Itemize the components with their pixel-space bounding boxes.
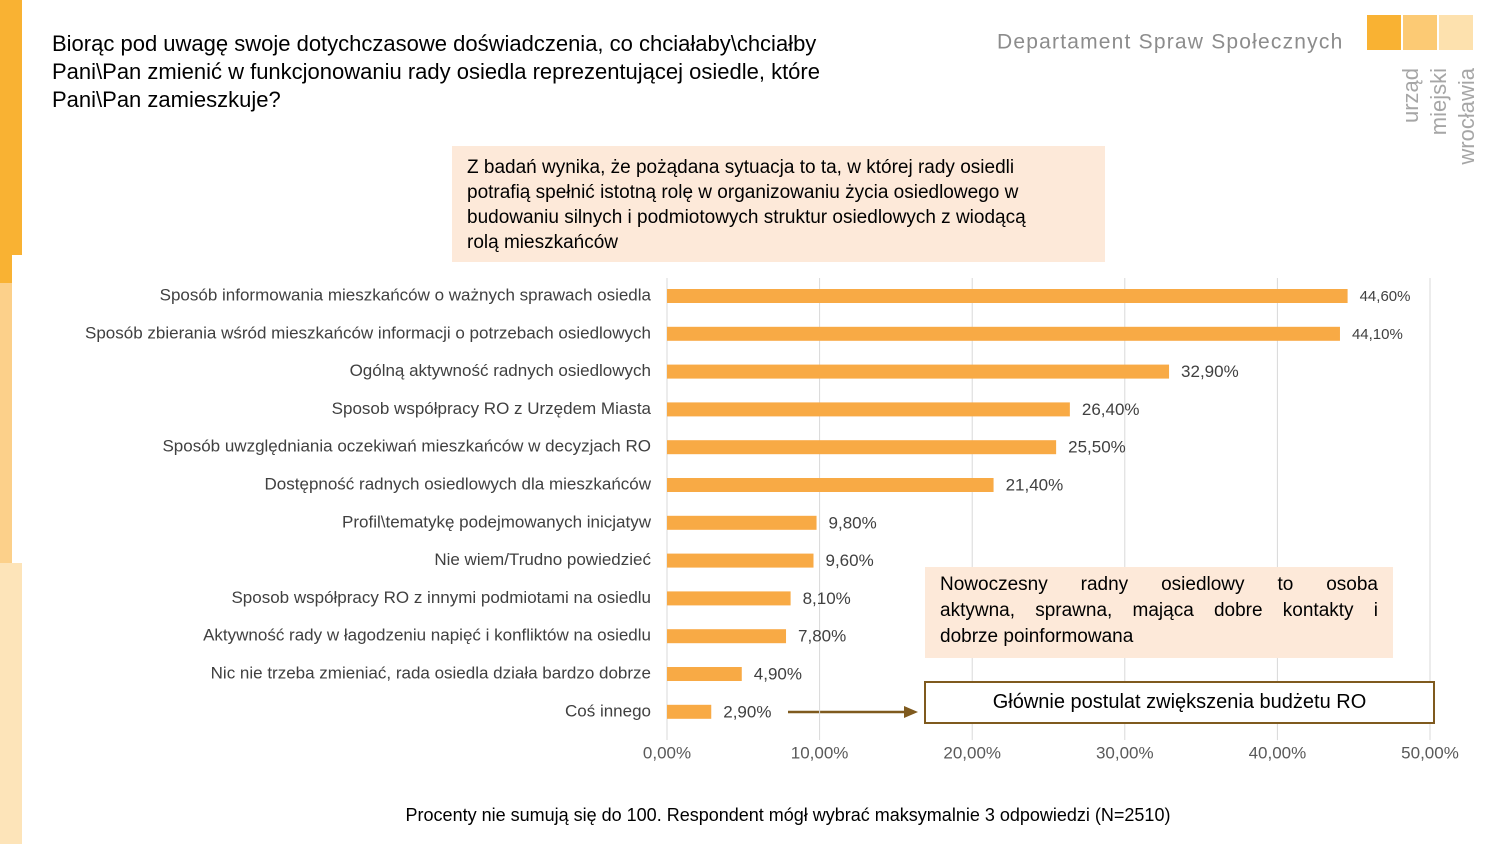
value-label: 26,40% bbox=[1082, 400, 1140, 419]
x-tick-label: 50,00% bbox=[1401, 743, 1459, 762]
y-tick-label: Sposób uwzględniania oczekiwań mieszkańc… bbox=[162, 437, 651, 456]
bar bbox=[667, 515, 817, 530]
bar bbox=[667, 326, 1340, 341]
logo-text: wrocławia bbox=[1454, 67, 1479, 165]
x-tick-label: 0,00% bbox=[643, 743, 691, 762]
x-tick-label: 10,00% bbox=[791, 743, 849, 762]
bar bbox=[667, 553, 814, 568]
department: Departament Spraw Społecznych bbox=[997, 31, 1343, 54]
y-tick-label: Coś innego bbox=[565, 701, 651, 720]
y-tick-label: Nic nie trzeba zmieniać, rada osiedla dz… bbox=[211, 663, 651, 682]
bar bbox=[667, 629, 787, 644]
bar bbox=[667, 591, 791, 606]
y-tick-label: Aktywność rady w łagodzeniu napięć i kon… bbox=[203, 626, 651, 645]
bar bbox=[667, 289, 1348, 303]
side-strip bbox=[0, 283, 12, 563]
y-tick-label: Sposob współpracy RO z Urzędem Miasta bbox=[332, 399, 652, 418]
value-label: 44,10% bbox=[1352, 326, 1403, 343]
x-tick-label: 40,00% bbox=[1249, 743, 1307, 762]
annotation: Głównie postulat zwiększenia budżetu RO bbox=[924, 681, 1435, 724]
value-label: 25,50% bbox=[1068, 438, 1126, 457]
x-tick-label: 30,00% bbox=[1096, 743, 1154, 762]
logo-square bbox=[1403, 15, 1437, 50]
logo-text: urząd bbox=[1398, 68, 1423, 123]
side-strip bbox=[0, 563, 22, 844]
value-label: 7,80% bbox=[798, 627, 846, 646]
text-line: Głównie postulat zwiększenia budżetu RO bbox=[992, 691, 1367, 713]
text-line: Z badań wynika, że pożądana sytuacja to … bbox=[467, 157, 1015, 178]
text-line: Pani\Pan zmienić w funkcjonowaniu rady o… bbox=[52, 59, 820, 84]
side-strip bbox=[0, 0, 22, 255]
text-line: Pani\Pan zamieszkuje? bbox=[52, 87, 281, 112]
logo-text: miejski bbox=[1426, 68, 1451, 135]
bar bbox=[667, 402, 1070, 417]
value-label: 9,60% bbox=[825, 551, 873, 570]
bar bbox=[667, 440, 1057, 455]
arrow-head bbox=[904, 706, 918, 718]
annotation: Nowoczesny radny osiedlowy to osoba aktyw… bbox=[925, 567, 1393, 658]
bar bbox=[667, 478, 994, 492]
logo-square bbox=[1367, 15, 1401, 50]
logo-square bbox=[1439, 15, 1473, 50]
side-strip bbox=[0, 255, 12, 283]
value-label: 44,60% bbox=[1360, 288, 1411, 305]
text-line: Nowoczesny radny osiedlowy to osoba bbox=[940, 574, 1378, 595]
x-tick-label: 20,00% bbox=[943, 743, 1001, 762]
y-tick-label: Nie wiem/Trudno powiedzieć bbox=[434, 550, 651, 569]
value-label: 8,10% bbox=[803, 589, 851, 608]
annotation: Z badań wynika, że pożądana sytuacja to … bbox=[452, 146, 1105, 262]
value-label: 21,40% bbox=[1006, 475, 1064, 494]
text-line: potrafią spełnić istotną rolę w organizo… bbox=[467, 182, 1019, 203]
text-line: budowaniu silnych i podmiotowych struktu… bbox=[467, 207, 1026, 228]
text-line: rolą mieszkańców bbox=[467, 232, 618, 253]
y-tick-label: Profil\tematykę podejmowanych inicjatyw bbox=[342, 512, 652, 531]
value-label: 2,90% bbox=[723, 702, 771, 721]
text-line: dobrze poinformowana bbox=[940, 626, 1134, 647]
y-tick-label: Sposób informowania mieszkańców o ważnyc… bbox=[160, 285, 652, 304]
text-line: aktywna, sprawna, mająca dobre kontakty … bbox=[940, 600, 1378, 621]
y-tick-label: Dostępność radnych osiedlowych dla miesz… bbox=[265, 474, 652, 493]
y-tick-label: Sposób zbierania wśród mieszkańców infor… bbox=[85, 323, 651, 342]
value-label: 32,90% bbox=[1181, 362, 1239, 381]
text-line: Biorąc pod uwagę swoje dotychczasowe doś… bbox=[52, 31, 817, 56]
value-label: 4,90% bbox=[754, 664, 802, 683]
bar bbox=[667, 667, 742, 681]
y-tick-label: Sposob współpracy RO z innymi podmiotami… bbox=[231, 588, 651, 607]
bar bbox=[667, 364, 1170, 379]
footnote: Procenty nie sumują się do 100. Responde… bbox=[406, 805, 1171, 825]
y-tick-label: Ogólną aktywność radnych osiedlowych bbox=[350, 361, 651, 380]
title: Biorąc pod uwagę swoje dotychczasowe doś… bbox=[52, 30, 820, 114]
bar bbox=[667, 704, 712, 719]
value-label: 9,80% bbox=[829, 513, 877, 532]
